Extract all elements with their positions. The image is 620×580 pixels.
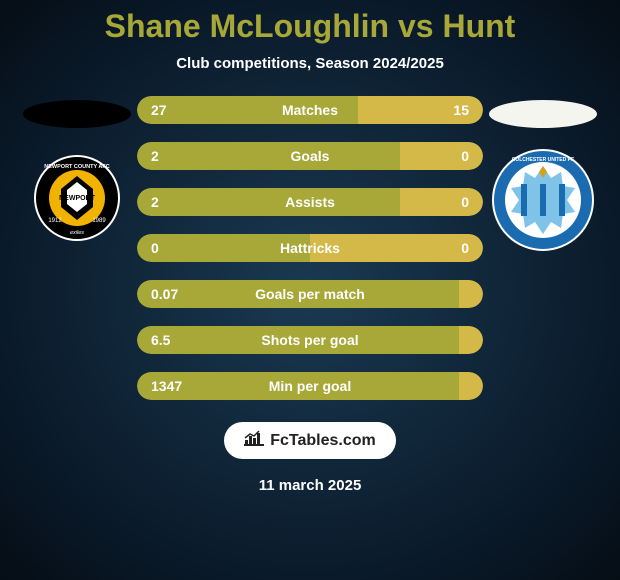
stat-right-value: 0 — [461, 148, 469, 164]
stat-bar: 0 Hattricks 0 — [137, 234, 483, 262]
svg-text:exiles: exiles — [70, 230, 84, 236]
stat-left-value: 27 — [151, 102, 167, 118]
stat-label: Min per goal — [269, 378, 351, 394]
brand-text: FcTables.com — [270, 432, 376, 450]
stat-left-value: 0 — [151, 240, 159, 256]
svg-text:1912: 1912 — [48, 218, 62, 224]
page-title: Shane McLoughlin vs Hunt — [105, 8, 516, 45]
chart-icon — [244, 430, 264, 451]
bar-content: 2 Goals 0 — [137, 142, 483, 170]
bar-content: 6.5 Shots per goal — [137, 326, 483, 354]
stat-label: Assists — [285, 194, 335, 210]
bar-content: 2 Assists 0 — [137, 188, 483, 216]
stat-label: Goals — [291, 148, 330, 164]
svg-text:1989: 1989 — [92, 218, 106, 224]
stat-bar: 27 Matches 15 — [137, 96, 483, 124]
stat-right-value: 15 — [453, 102, 469, 118]
bar-content: 1347 Min per goal — [137, 372, 483, 400]
stat-left-value: 0.07 — [151, 286, 178, 302]
stat-left-value: 1347 — [151, 378, 182, 394]
svg-text:NEWPORT COUNTY AFC: NEWPORT COUNTY AFC — [44, 164, 109, 170]
bar-content: 0.07 Goals per match — [137, 280, 483, 308]
stat-right-value: 0 — [461, 194, 469, 210]
colchester-united-crest: COLCHESTER UNITED FC — [491, 148, 595, 252]
stat-label: Hattricks — [280, 240, 340, 256]
subtitle: Club competitions, Season 2024/2025 — [176, 55, 444, 72]
left-player-col: NEWPORT NEWPORT COUNTY AFC 1912 1989 exi… — [17, 96, 137, 242]
stat-left-value: 6.5 — [151, 332, 170, 348]
stats-column: 27 Matches 15 2 Goals 0 2 Assists 0 0 Hattricks 0 0.… — [137, 96, 483, 400]
stat-right-value: 0 — [461, 240, 469, 256]
stat-left-value: 2 — [151, 148, 159, 164]
stat-bar: 2 Goals 0 — [137, 142, 483, 170]
comparison-main: NEWPORT NEWPORT COUNTY AFC 1912 1989 exi… — [0, 96, 620, 400]
stat-bar: 2 Assists 0 — [137, 188, 483, 216]
brand-badge[interactable]: FcTables.com — [224, 422, 396, 459]
left-ellipse — [23, 100, 131, 128]
bar-content: 27 Matches 15 — [137, 96, 483, 124]
svg-text:COLCHESTER UNITED FC: COLCHESTER UNITED FC — [512, 157, 575, 163]
stat-left-value: 2 — [151, 194, 159, 210]
stat-label: Matches — [282, 102, 338, 118]
stat-label: Goals per match — [255, 286, 365, 302]
stat-label: Shots per goal — [261, 332, 358, 348]
footer-date: 11 march 2025 — [259, 477, 362, 494]
stat-bar: 0.07 Goals per match — [137, 280, 483, 308]
right-ellipse — [489, 100, 597, 128]
bar-content: 0 Hattricks 0 — [137, 234, 483, 262]
stat-bar: 1347 Min per goal — [137, 372, 483, 400]
right-player-col: COLCHESTER UNITED FC — [483, 96, 603, 252]
stat-bar: 6.5 Shots per goal — [137, 326, 483, 354]
newport-county-crest: NEWPORT NEWPORT COUNTY AFC 1912 1989 exi… — [33, 154, 121, 242]
svg-text:NEWPORT: NEWPORT — [59, 195, 96, 202]
